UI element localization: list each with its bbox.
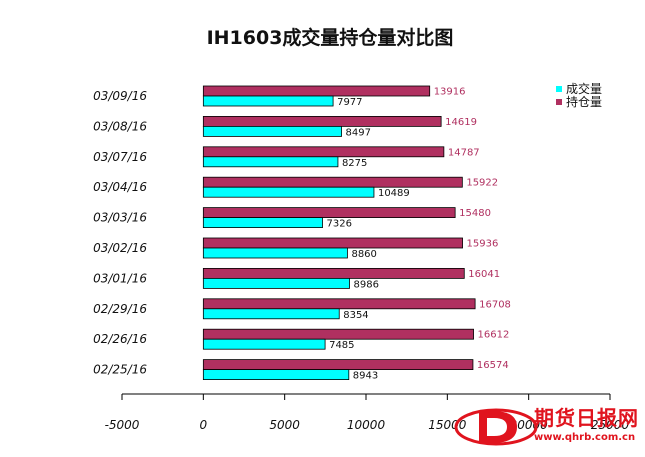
- volume-bar: [202, 217, 323, 229]
- legend-swatch: [556, 86, 562, 92]
- open-interest-value-label: 13916: [434, 87, 466, 98]
- category-label: 03/02/16: [93, 241, 147, 255]
- watermark-text: 期货日报网: [534, 406, 639, 430]
- volume-value-label: 8354: [343, 310, 368, 321]
- category-labels: 03/09/16 03/08/16 03/07/16 03/04/16 03/03/16…: [93, 89, 147, 377]
- category-label: 02/29/16: [93, 302, 147, 316]
- volume-bar: [202, 338, 326, 350]
- volume-bar: [202, 156, 339, 168]
- open-interest-value-label: 14619: [445, 117, 477, 128]
- volume-value-label: 8497: [346, 127, 371, 138]
- watermark-logo-ring: [454, 408, 538, 446]
- x-tick-label: 5000: [269, 418, 300, 432]
- category-label: 03/07/16: [93, 150, 147, 164]
- volume-value-label: 7326: [327, 219, 352, 230]
- volume-bar: [202, 95, 334, 107]
- category-label: 03/04/16: [93, 180, 147, 194]
- volume-value-label: 7485: [329, 340, 354, 351]
- volume-bar: [202, 308, 340, 320]
- category-label: 02/25/16: [93, 363, 147, 377]
- open-interest-value-label: 16612: [478, 330, 510, 341]
- bars-layer: 13916 7977 14619 8497 14787 8275 15922 10489 154…: [202, 85, 511, 382]
- volume-bar: [202, 126, 342, 137]
- open-interest-bar: [202, 267, 465, 279]
- x-tick-label: 10000: [347, 418, 386, 432]
- volume-bar: [202, 369, 350, 381]
- legend-label: 持仓量: [566, 94, 602, 109]
- category-label: 03/08/16: [93, 119, 147, 133]
- volume-bar: [202, 186, 375, 198]
- open-interest-bar: [202, 85, 431, 97]
- open-interest-bar: [202, 359, 474, 371]
- legend: 成交量持仓量: [556, 81, 602, 109]
- volume-value-label: 8860: [351, 249, 376, 260]
- open-interest-bar: [202, 176, 463, 188]
- volume-bar: [202, 277, 350, 289]
- category-label: 02/26/16: [93, 332, 147, 346]
- volume-value-label: 8986: [354, 279, 379, 290]
- open-interest-bar: [202, 146, 445, 158]
- open-interest-value-label: 15922: [466, 178, 498, 189]
- volume-value-label: 8943: [353, 371, 378, 382]
- volume-value-label: 7977: [337, 97, 362, 108]
- open-interest-bar: [202, 298, 476, 310]
- category-label: 03/09/16: [93, 89, 147, 103]
- open-interest-value-label: 16041: [468, 269, 500, 280]
- open-interest-bar: [202, 207, 456, 219]
- open-interest-bar: [202, 116, 442, 127]
- x-tick-label: -5000: [105, 418, 140, 432]
- volume-bar: [202, 247, 348, 259]
- legend-swatch: [556, 99, 562, 105]
- watermark-logo-inner: [487, 418, 507, 436]
- open-interest-value-label: 14787: [448, 147, 480, 158]
- open-interest-bar: [202, 237, 463, 249]
- chart-title: IH1603成交量持仓量对比图: [207, 26, 454, 49]
- category-label: 03/03/16: [93, 211, 147, 225]
- open-interest-value-label: 16708: [479, 299, 511, 310]
- legend-label: 成交量: [566, 81, 602, 96]
- open-interest-value-label: 15480: [459, 208, 491, 219]
- volume-value-label: 10489: [378, 188, 410, 199]
- x-tick-label: 20000: [510, 418, 549, 432]
- open-interest-value-label: 15936: [467, 239, 499, 250]
- category-label: 03/01/16: [93, 271, 147, 285]
- open-interest-bar: [202, 328, 474, 340]
- x-tick-label: 0: [200, 418, 208, 432]
- x-tick-label: 25000: [591, 418, 630, 432]
- open-interest-value-label: 16574: [477, 360, 509, 371]
- watermark-url: www.qhrb.com.cn: [534, 432, 635, 443]
- watermark: 期货日报网 www.qhrb.com.cn: [454, 406, 639, 446]
- volume-value-label: 8275: [342, 158, 367, 169]
